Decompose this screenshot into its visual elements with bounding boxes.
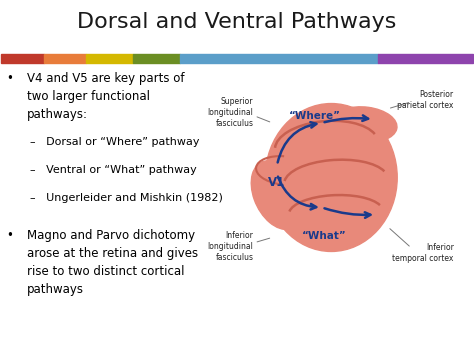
Text: V4 and V5 are key parts of
two larger functional
pathways:: V4 and V5 are key parts of two larger fu… [27,72,185,121]
Ellipse shape [331,107,397,142]
Text: “Where”: “Where” [289,111,341,121]
Bar [44,54,86,63]
Bar [86,54,133,63]
Ellipse shape [251,161,303,229]
Bar [181,54,378,63]
FancyArrowPatch shape [325,115,368,122]
FancyArrowPatch shape [325,208,371,218]
Text: V1: V1 [268,176,285,189]
Bar [133,54,181,63]
Text: Posterior
parietal cortex: Posterior parietal cortex [397,90,454,110]
Text: Superior
longitudinal
fasciculus: Superior longitudinal fasciculus [208,97,254,128]
Text: –   Ventral or “What” pathway: – Ventral or “What” pathway [30,165,196,175]
Bar [378,54,473,63]
Text: Magno and Parvo dichotomy
arose at the retina and gives
rise to two distinct cor: Magno and Parvo dichotomy arose at the r… [27,229,199,296]
FancyArrowPatch shape [278,122,316,163]
Text: –   Ungerleider and Mishkin (1982): – Ungerleider and Mishkin (1982) [30,193,222,203]
Text: –   Dorsal or “Where” pathway: – Dorsal or “Where” pathway [30,137,199,147]
Text: •: • [6,72,13,85]
Text: •: • [6,229,13,241]
Bar [1,54,44,63]
Text: “What”: “What” [302,231,346,241]
Ellipse shape [265,104,397,251]
Text: Dorsal and Ventral Pathways: Dorsal and Ventral Pathways [77,12,397,32]
FancyArrowPatch shape [278,176,316,209]
Text: Inferior
temporal cortex: Inferior temporal cortex [392,243,454,263]
Text: Inferior
longitudinal
fasciculus: Inferior longitudinal fasciculus [208,231,254,262]
